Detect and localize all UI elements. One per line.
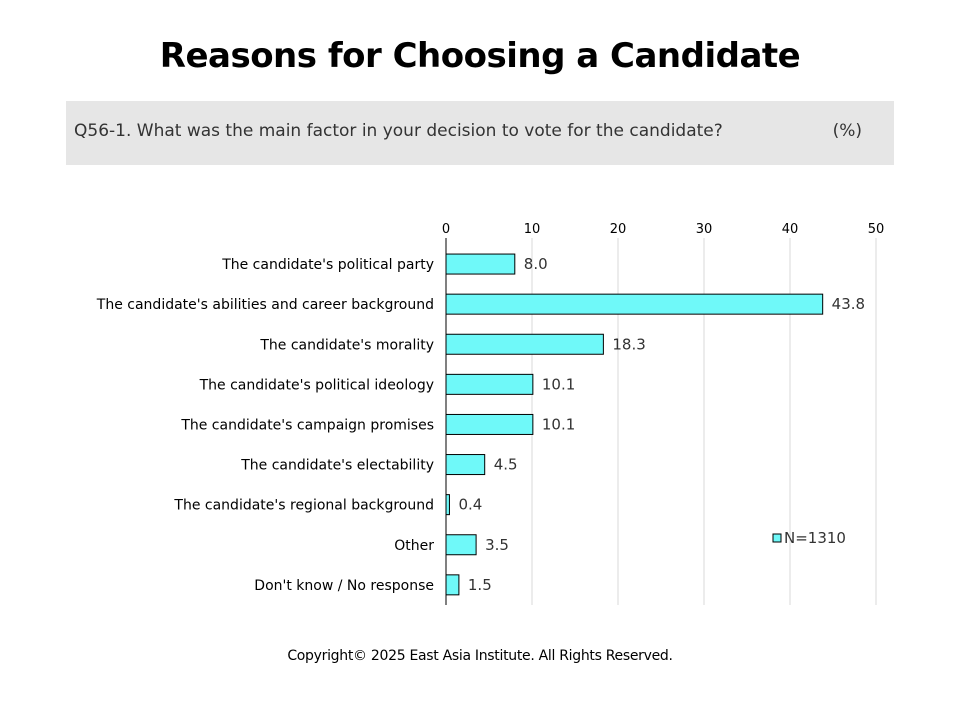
- data-label: 10.1: [542, 375, 575, 393]
- x-tick-label: 10: [524, 222, 541, 237]
- category-label: Don't know / No response: [254, 578, 434, 594]
- unit-label: (%): [832, 121, 862, 141]
- bar: [445, 253, 516, 275]
- chart-title: Reasons for Choosing a Candidate: [159, 36, 801, 76]
- x-tick-label: 20: [610, 222, 627, 237]
- category-label: The candidate's abilities and career bac…: [96, 297, 434, 313]
- bar: [445, 574, 460, 596]
- question-text: Q56-1. What was the main factor in your …: [74, 121, 723, 141]
- data-label: 43.8: [832, 295, 865, 313]
- x-tick-label: 30: [696, 222, 713, 237]
- x-tick-label: 50: [868, 222, 885, 237]
- bar: [445, 293, 824, 315]
- legend-label: N=1310: [784, 529, 846, 547]
- bar: [445, 454, 486, 476]
- bar: [445, 333, 604, 355]
- legend-swatch: [772, 533, 782, 543]
- category-label: The candidate's regional background: [173, 498, 434, 514]
- category-label: The candidate's political party: [221, 257, 434, 273]
- data-label: 8.0: [524, 255, 548, 273]
- x-tick-label: 0: [442, 222, 450, 237]
- category-label: The candidate's political ideology: [199, 377, 434, 393]
- data-label: 1.5: [468, 576, 492, 594]
- category-label: The candidate's campaign promises: [180, 417, 434, 433]
- x-tick-label: 40: [782, 222, 799, 237]
- category-label: The candidate's morality: [259, 337, 434, 353]
- bar: [445, 494, 450, 516]
- data-label: 10.1: [542, 415, 575, 433]
- category-label: Other: [394, 538, 434, 554]
- data-label: 18.3: [612, 335, 645, 353]
- data-label: 4.5: [494, 456, 518, 474]
- bar: [445, 534, 477, 556]
- category-label: The candidate's electability: [240, 458, 434, 474]
- bar: [445, 413, 534, 435]
- bar: [445, 373, 534, 395]
- data-label: 0.4: [458, 496, 482, 514]
- question-banner: Q56-1. What was the main factor in your …: [66, 101, 894, 165]
- data-label: 3.5: [485, 536, 509, 554]
- copyright-notice: Copyright© 2025 East Asia Institute. All…: [287, 648, 673, 664]
